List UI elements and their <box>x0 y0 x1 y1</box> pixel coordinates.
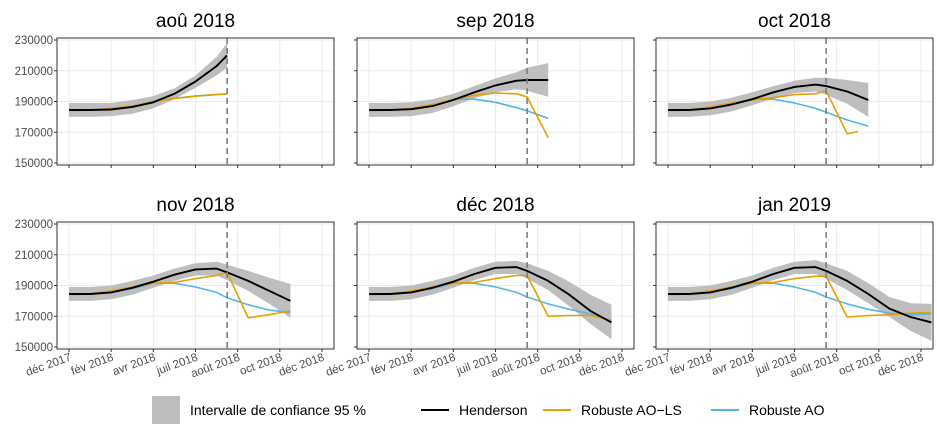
legend-item-robust_ao_ls: Robuste AO−LS <box>543 402 682 418</box>
x-tick-label: déc 2017 <box>24 352 73 379</box>
series-line-robust-ao-ls <box>667 89 858 135</box>
series-line-henderson <box>668 266 932 324</box>
x-tick-label: fév 2018 <box>70 352 116 378</box>
x-tick-label: fév 2018 <box>669 352 715 378</box>
x-tick-label: déc 2017 <box>324 352 373 379</box>
legend-key-swatch <box>152 396 180 424</box>
legend-item-henderson: Henderson <box>421 402 528 418</box>
y-tick-label: 190000 <box>15 281 53 293</box>
x-tick-label: oct 2018 <box>538 352 584 378</box>
x-tick-label: avr 2018 <box>111 352 157 379</box>
y-tick-label: 150000 <box>15 342 53 354</box>
x-tick-label: déc 2018 <box>277 352 326 379</box>
legend-label: Robuste AO−LS <box>581 402 682 418</box>
series-line-henderson <box>69 54 228 111</box>
legend-label: Henderson <box>459 402 528 418</box>
series-line-henderson <box>369 79 549 111</box>
y-tick-label: 150000 <box>15 158 53 170</box>
facet-panel: aoû 2018 150000 170000 190000 210000 230000 <box>15 11 335 170</box>
y-tick-label: 210000 <box>15 250 53 262</box>
panel-title: jan 2019 <box>757 195 831 216</box>
x-tick-label: déc 2017 <box>623 352 672 379</box>
y-tick-label: 190000 <box>15 97 53 109</box>
y-tick-label: 230000 <box>15 35 53 47</box>
x-tick-label: oct 2018 <box>837 352 883 378</box>
panel-title: déc 2018 <box>456 195 534 216</box>
x-tick-label: avr 2018 <box>411 352 457 379</box>
x-tick-label: août 2018 <box>190 352 242 381</box>
series-line-robust-ao-ls <box>667 275 932 318</box>
x-tick-label: déc 2018 <box>876 352 925 379</box>
x-tick-label: oct 2018 <box>238 352 284 378</box>
panel-title: sep 2018 <box>456 11 534 32</box>
legend: Intervalle de confiance 95 % Henderson Rob… <box>152 396 825 424</box>
y-tick-label: 230000 <box>15 219 53 231</box>
legend-item-ci: Intervalle de confiance 95 % <box>152 396 366 424</box>
series-line-robust-ao-ls <box>368 274 612 321</box>
panel-title: oct 2018 <box>758 11 831 32</box>
series-line-henderson <box>369 266 612 324</box>
facet-panel: sep 2018 <box>354 11 635 168</box>
panel-title: aoû 2018 <box>156 11 235 32</box>
confidence-band <box>369 63 549 117</box>
legend-label: Intervalle de confiance 95 % <box>190 402 366 418</box>
series-line-robust-ao-ls <box>68 271 291 319</box>
legend-item-robust_ao: Robuste AO <box>711 402 825 418</box>
y-tick-label: 210000 <box>15 66 53 78</box>
series-line-henderson <box>668 83 869 111</box>
facet-panel: oct 2018 <box>653 11 934 168</box>
confidence-band <box>668 260 932 341</box>
legend-label: Robuste AO <box>749 402 825 418</box>
x-tick-label: août 2018 <box>490 352 542 381</box>
x-tick-label: déc 2018 <box>577 352 626 379</box>
panel-title: nov 2018 <box>156 195 234 216</box>
x-tick-label: fév 2018 <box>370 352 416 378</box>
facet-panel: nov 2018 150000 170000 190000 210000 230000 dé… <box>15 195 335 381</box>
x-tick-label: août 2018 <box>789 352 841 381</box>
y-tick-label: 170000 <box>15 127 53 139</box>
confidence-band <box>369 260 612 340</box>
y-tick-label: 170000 <box>15 311 53 323</box>
x-tick-label: avr 2018 <box>710 352 756 379</box>
series-line-henderson <box>69 267 291 302</box>
